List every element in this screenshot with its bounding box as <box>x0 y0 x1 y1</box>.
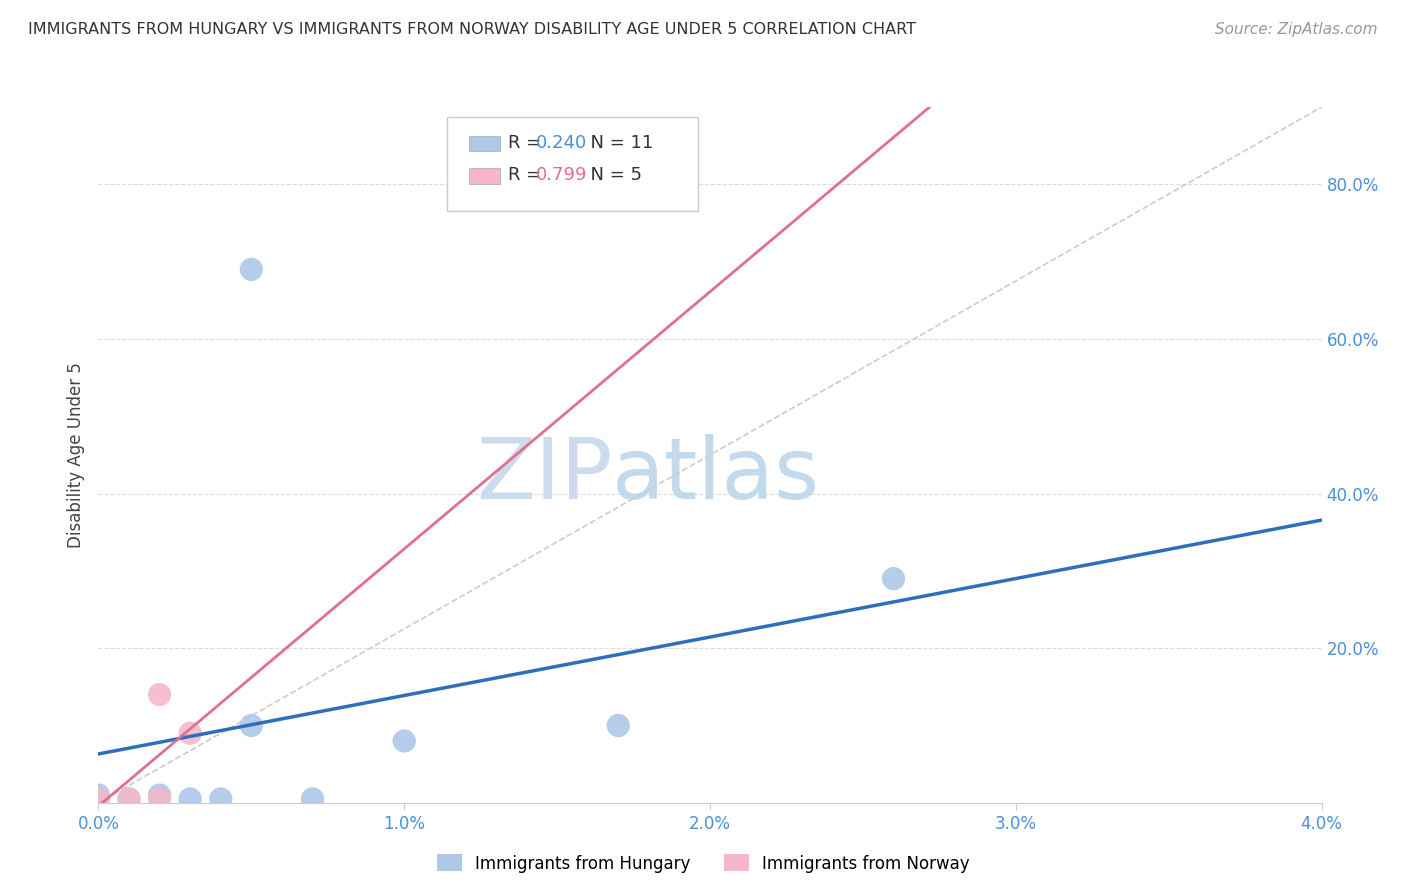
Point <box>118 792 141 806</box>
Point <box>87 792 110 806</box>
Text: R =: R = <box>508 166 547 185</box>
Point <box>883 572 905 586</box>
Point <box>607 718 630 732</box>
Point <box>240 718 263 732</box>
Text: N = 5: N = 5 <box>579 166 643 185</box>
Point <box>179 726 201 740</box>
Text: N = 11: N = 11 <box>579 134 654 152</box>
Bar <box>470 169 499 184</box>
Point <box>301 792 323 806</box>
Point <box>149 788 172 802</box>
Point <box>209 792 232 806</box>
Bar <box>470 136 499 151</box>
Text: 0.240: 0.240 <box>536 134 588 152</box>
Point <box>87 788 110 802</box>
FancyBboxPatch shape <box>447 118 697 211</box>
Text: 0.799: 0.799 <box>536 166 588 185</box>
Text: atlas: atlas <box>612 434 820 517</box>
Point <box>240 262 263 277</box>
Legend: Immigrants from Hungary, Immigrants from Norway: Immigrants from Hungary, Immigrants from… <box>430 847 976 880</box>
Point <box>149 792 172 806</box>
Text: IMMIGRANTS FROM HUNGARY VS IMMIGRANTS FROM NORWAY DISABILITY AGE UNDER 5 CORRELA: IMMIGRANTS FROM HUNGARY VS IMMIGRANTS FR… <box>28 22 917 37</box>
Text: ZIP: ZIP <box>475 434 612 517</box>
Y-axis label: Disability Age Under 5: Disability Age Under 5 <box>66 362 84 548</box>
Point <box>392 734 416 748</box>
Text: Source: ZipAtlas.com: Source: ZipAtlas.com <box>1215 22 1378 37</box>
Text: R =: R = <box>508 134 547 152</box>
Point <box>149 688 172 702</box>
Point <box>179 792 201 806</box>
Point <box>118 792 141 806</box>
